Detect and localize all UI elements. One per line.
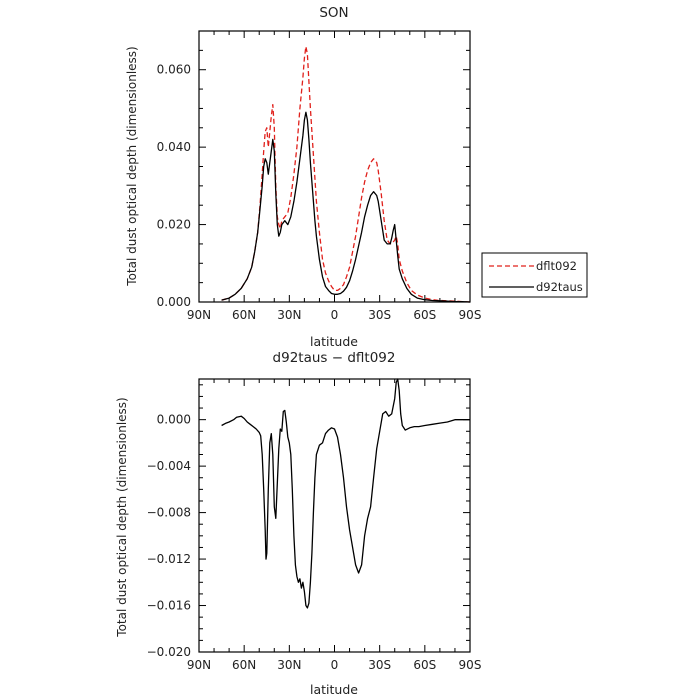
top-plot-frame bbox=[198, 30, 471, 303]
top-x-tick-label: 60N bbox=[232, 308, 256, 322]
bottom-y-tick-label: −0.012 bbox=[147, 552, 191, 566]
top-x-tick-label: 90S bbox=[459, 308, 482, 322]
legend-label-dflt092: dflt092 bbox=[536, 259, 577, 273]
bottom-y-tick-label: −0.016 bbox=[147, 599, 191, 613]
bottom-y-axis-label: Total dust optical depth (dimensionless) bbox=[115, 397, 129, 637]
top-x-tick-label: 90N bbox=[187, 308, 211, 322]
top-x-axis-label: latitude bbox=[310, 334, 358, 349]
legend-label-d92taus: d92taus bbox=[536, 280, 583, 294]
top-y-tick-label: 0.000 bbox=[157, 295, 191, 309]
bottom-panel-title: d92taus − dflt092 bbox=[273, 350, 396, 366]
bottom-x-tick-label: 60S bbox=[413, 658, 436, 672]
bottom-x-tick-label: 0 bbox=[331, 658, 339, 672]
bottom-x-axis-label: latitude bbox=[310, 682, 358, 697]
top-x-tick-label: 30N bbox=[277, 308, 301, 322]
bottom-x-tick-label: 30S bbox=[368, 658, 391, 672]
top-panel-title: SON bbox=[319, 5, 348, 21]
bottom-series-line-series-0 bbox=[221, 378, 470, 609]
top-y-tick-label: 0.060 bbox=[157, 63, 191, 77]
bottom-y-tick-label: 0.000 bbox=[157, 413, 191, 427]
bottom-x-tick-label: 90S bbox=[459, 658, 482, 672]
top-panel: SON 90N 60N 30N 0 30S 60S 90S 0.000 0.020 0.040 0.… bbox=[125, 5, 588, 349]
bottom-panel: d92taus − dflt092 90N 60N 30N 0 30S 60S 90S 0.0… bbox=[115, 350, 481, 697]
top-x-tick-label: 60S bbox=[413, 308, 436, 322]
top-x-tick-label: 0 bbox=[331, 308, 339, 322]
bottom-x-tick-label: 90N bbox=[187, 658, 211, 672]
top-y-axis-label: Total dust optical depth (dimensionless) bbox=[125, 46, 139, 286]
top-y-tick-label: 0.020 bbox=[157, 218, 191, 232]
top-series-line-d92taus bbox=[221, 111, 471, 303]
legend-box bbox=[481, 252, 588, 298]
top-legend: dflt092 d92taus bbox=[481, 252, 588, 298]
top-y-tick-label: 0.040 bbox=[157, 140, 191, 154]
bottom-x-tick-label: 30N bbox=[277, 658, 301, 672]
bottom-y-tick-label: −0.020 bbox=[147, 645, 191, 659]
top-x-tick-label: 30S bbox=[368, 308, 391, 322]
top-series-line-dflt092 bbox=[221, 45, 471, 303]
bottom-x-tick-label: 60N bbox=[232, 658, 256, 672]
bottom-y-tick-label: −0.004 bbox=[147, 459, 191, 473]
bottom-plot-frame bbox=[198, 378, 471, 653]
top-plot-layer: 90N 60N 30N 0 30S 60S 90S 0.000 0.020 0.040 0.060 bbox=[157, 30, 482, 322]
bottom-y-tick-label: −0.008 bbox=[147, 506, 191, 520]
bottom-plot-layer: 90N 60N 30N 0 30S 60S 90S 0.000 −0.004 −0.008 −0.0… bbox=[147, 378, 482, 672]
